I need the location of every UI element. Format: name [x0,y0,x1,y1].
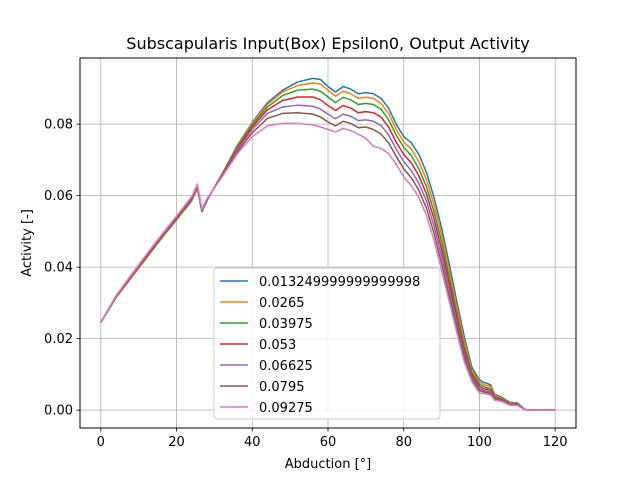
legend-label-5: 0.06625 [259,359,313,374]
x-tick-label: 20 [168,435,185,450]
legend-box [213,267,441,420]
series-lines [100,77,556,411]
y-tick-label: 0.04 [44,261,73,276]
x-axis-ticks: 0 20 40 60 80 100 120 [97,428,568,450]
legend-label-7: 0.09275 [259,401,313,416]
chart-title: Subscapularis Input(Box) Epsilon0, Outpu… [126,34,529,53]
x-tick-label: 100 [467,435,492,450]
x-tick-label: 0 [97,435,105,450]
y-tick-label: 0.02 [44,332,73,347]
y-tick-label: 0.06 [44,189,73,204]
legend-items: 0.013249999999999998 0.0265 0.03975 0.053 0.… [220,275,420,416]
series-line-7 [100,122,556,411]
y-tick-label: 0.00 [44,404,73,419]
legend-label-3: 0.03975 [259,317,313,332]
y-axis-label: Activity [-] [20,209,35,277]
x-tick-label: 40 [244,435,261,450]
y-axis-ticks: 0.00 0.02 0.04 0.06 0.08 [44,118,80,419]
legend: 0.013249999999999998 0.0265 0.03975 0.053 0.… [213,267,441,420]
legend-label-1: 0.013249999999999998 [259,275,420,290]
x-axis-label: Abduction [°] [285,457,371,472]
x-tick-label: 120 [543,435,568,450]
legend-label-6: 0.0795 [259,380,305,395]
legend-label-4: 0.053 [259,338,296,353]
x-tick-label: 60 [320,435,337,450]
y-tick-label: 0.08 [44,118,73,133]
legend-label-2: 0.0265 [259,296,305,311]
x-tick-label: 80 [395,435,412,450]
